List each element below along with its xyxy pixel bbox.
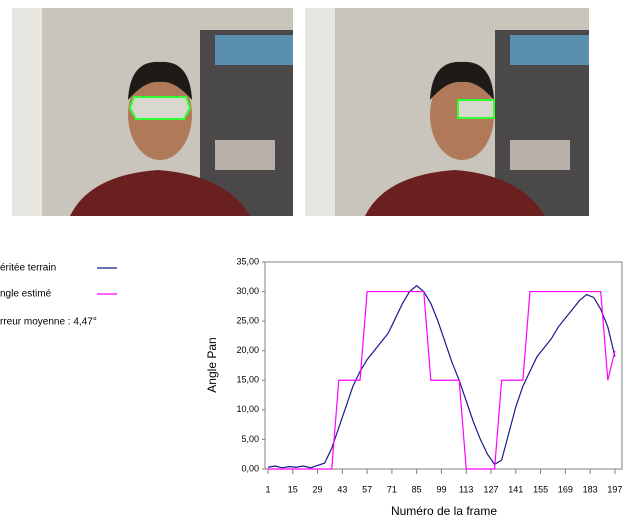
x-tick-label: 183: [583, 484, 598, 494]
photo-left: [12, 8, 293, 216]
series-line: [268, 290, 616, 470]
y-tick-label: 30,00: [236, 286, 259, 296]
x-axis-label: Numéro de la frame: [391, 504, 497, 518]
x-tick-label: 85: [412, 484, 422, 494]
x-tick-label: 169: [558, 484, 573, 494]
y-tick-label: 0,00: [241, 463, 259, 473]
x-tick-label: 99: [436, 484, 446, 494]
x-tick-label: 127: [484, 484, 499, 494]
legend-label: éritée terrain: [0, 263, 56, 274]
annotation: rreur moyenne : 4,47°: [0, 317, 97, 328]
x-tick-label: 15: [288, 484, 298, 494]
y-tick-label: 25,00: [236, 316, 259, 326]
x-tick-label: 113: [459, 484, 473, 494]
x-tick-label: 43: [337, 484, 347, 494]
y-tick-label: 15,00: [236, 375, 259, 385]
y-tick-label: 35,00: [236, 256, 259, 266]
y-tick-label: 5,00: [241, 434, 259, 444]
y-tick-label: 10,00: [236, 404, 259, 414]
x-tick-label: 29: [313, 484, 323, 494]
y-axis-label: Angle Pan: [205, 337, 219, 392]
x-tick-label: 197: [607, 484, 622, 494]
y-tick-label: 20,00: [236, 345, 259, 355]
series-line: [267, 284, 616, 469]
x-tick-label: 155: [533, 484, 548, 494]
x-tick-label: 141: [508, 484, 523, 494]
legend-label: ngle estimé: [0, 289, 52, 300]
photo-right: [305, 8, 589, 216]
x-tick-label: 1: [265, 484, 270, 494]
plot-frame: [264, 261, 623, 470]
x-tick-label: 71: [387, 484, 397, 494]
x-tick-label: 57: [362, 484, 372, 494]
